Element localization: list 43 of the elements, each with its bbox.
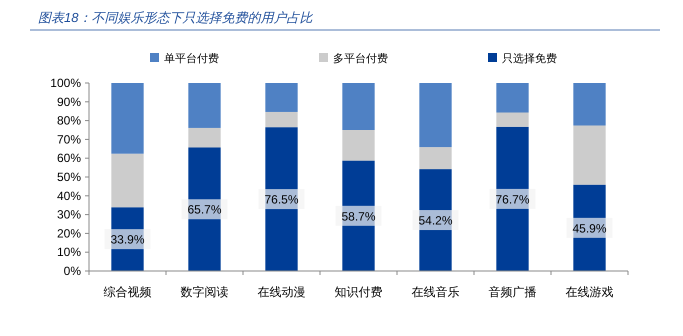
bar [188,83,221,128]
x-tick-label: 在线音乐 [412,285,460,299]
y-tick-label: 100% [50,76,82,90]
bar [188,128,221,148]
bar [496,83,529,113]
data-label: 54.2% [418,214,453,228]
x-tick-label: 知识付费 [334,285,382,299]
legend-label: 只选择免费 [502,52,557,65]
y-tick-label: 80% [56,114,82,128]
data-label: 58.7% [341,209,376,224]
y-tick-label: 10% [56,245,82,260]
y-tick-label: 30% [56,208,82,222]
bar [265,83,298,112]
data-label: 65.7% [187,202,222,217]
legend-label: 单平台付费 [164,52,219,65]
x-tick-label: 在线动漫 [258,285,306,299]
y-tick-label: 20% [56,226,82,240]
bar [496,112,529,127]
bar [419,147,452,170]
bar [265,112,298,128]
bar [573,83,606,126]
y-tick-label: 50% [56,170,82,184]
bar [111,154,144,208]
data-label: 45.9% [572,221,607,236]
x-tick-label: 数字阅读 [180,285,228,299]
x-tick-label: 在线游戏 [566,285,614,299]
y-tick-label: 70% [56,132,82,146]
bar [342,130,375,161]
legend-label: 多平台付费 [333,52,388,65]
y-tick-label: 0% [64,264,82,278]
y-tick-label: 60% [56,151,82,166]
x-tick-label: 综合视频 [104,285,152,299]
bar [419,83,452,148]
y-tick-label: 40% [56,188,82,203]
bar [342,83,375,130]
x-tick-label: 音频广播 [488,285,536,299]
data-label: 76.7% [495,192,530,206]
chart-title: 图表18：不同娱乐形态下只选择免费的用户占比 [38,10,314,25]
data-label: 33.9% [110,232,145,247]
bar [573,125,606,185]
data-label: 76.5% [264,192,299,207]
y-tick-label: 90% [56,94,82,109]
bar [111,83,144,154]
